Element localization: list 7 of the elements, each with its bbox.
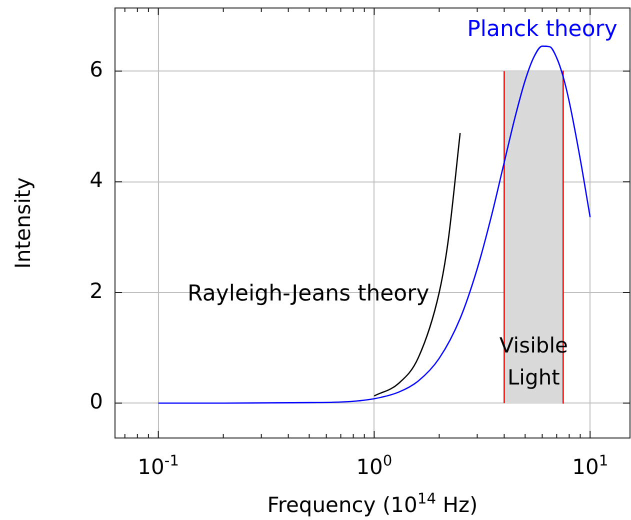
- y-axis-title: Intensity: [11, 177, 35, 269]
- y-tick-label: 6: [90, 58, 103, 82]
- y-tick-label: 2: [90, 278, 103, 303]
- y-tick-label: 0: [90, 390, 103, 414]
- y-tick-label: 4: [90, 168, 103, 192]
- series-label: Planck theory: [467, 17, 618, 42]
- series-label: Rayleigh-Jeans theory: [188, 281, 430, 306]
